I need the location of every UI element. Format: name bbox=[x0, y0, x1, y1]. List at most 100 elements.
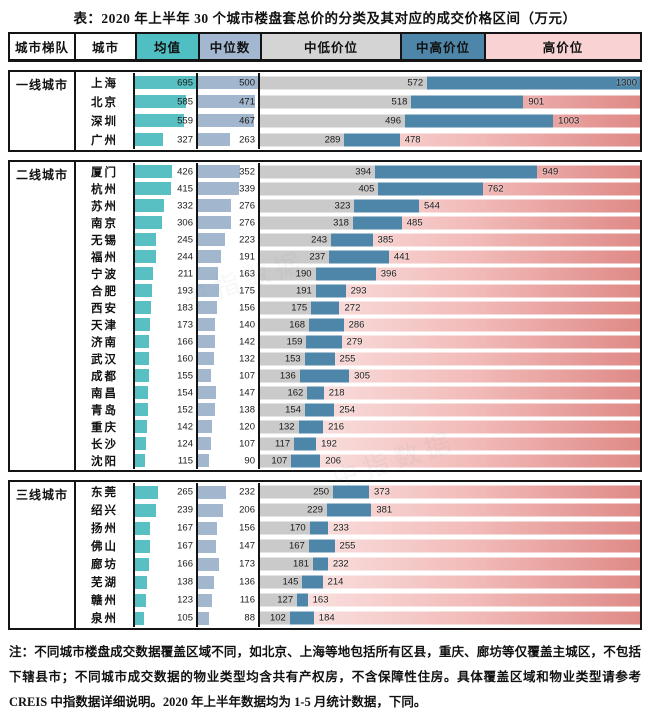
city-name: 南京 bbox=[76, 214, 135, 231]
tier-section: 三线城市 东莞 265 232 250 373 绍兴 239 206 229 381 扬州 167 156… bbox=[8, 480, 642, 630]
mean-cell: 415 bbox=[135, 180, 198, 197]
mid-low-boundary-value: 145 bbox=[282, 576, 299, 588]
table-row: 赣州 123 116 127 163 bbox=[76, 591, 640, 609]
median-cell: 107 bbox=[198, 367, 260, 384]
header-high: 高价位 bbox=[486, 34, 640, 59]
mean-value-bar bbox=[135, 165, 173, 178]
table-row: 南昌 154 147 162 218 bbox=[76, 384, 640, 401]
table-body: 一线城市 上海 695 500 572 1300 北京 585 471 518 901 深圳 559 46… bbox=[8, 70, 642, 630]
mean-cell: 166 bbox=[135, 333, 198, 350]
mid-high-boundary-value: 373 bbox=[374, 486, 390, 498]
mean-cell: 160 bbox=[135, 350, 198, 367]
mid-low-price-bar: 191 bbox=[260, 284, 316, 297]
median-cell: 136 bbox=[198, 573, 260, 591]
median-value-bar bbox=[198, 233, 225, 246]
price-range-cell: 190 396 bbox=[260, 265, 640, 282]
mean-value-bar bbox=[135, 437, 146, 450]
mid-high-price-bar bbox=[294, 437, 317, 450]
mid-high-price-bar bbox=[411, 95, 524, 108]
mid-low-price-bar: 394 bbox=[260, 165, 376, 178]
mid-high-price-bar bbox=[375, 165, 538, 178]
city-name: 苏州 bbox=[76, 197, 135, 214]
median-value-bar bbox=[198, 539, 216, 553]
mid-high-price-bar bbox=[298, 420, 324, 433]
median-value: 140 bbox=[239, 319, 255, 330]
mean-cell: 124 bbox=[135, 435, 198, 452]
high-price-band bbox=[260, 318, 640, 331]
mid-high-price-bar bbox=[331, 233, 373, 246]
mean-value-bar bbox=[135, 386, 149, 399]
mid-low-boundary-value: 102 bbox=[269, 612, 286, 624]
mid-high-price-bar bbox=[315, 267, 376, 280]
city-name: 天津 bbox=[76, 316, 135, 333]
table-row: 扬州 167 156 170 233 bbox=[76, 519, 640, 537]
table-row: 佛山 167 147 167 255 bbox=[76, 537, 640, 555]
high-price-band bbox=[260, 521, 640, 535]
median-value: 107 bbox=[239, 438, 255, 449]
mid-high-price-bar bbox=[291, 454, 321, 467]
price-range-cell: 237 441 bbox=[260, 248, 640, 265]
table-row: 沈阳 115 90 107 206 bbox=[76, 452, 640, 469]
mean-cell: 211 bbox=[135, 265, 198, 282]
mean-cell: 585 bbox=[135, 92, 198, 111]
footnote: 注：不同城市楼盘成交数据覆盖区域不同，如北京、上海等地包括所有区县，重庆、廊坊等… bbox=[9, 645, 641, 709]
mid-high-boundary-value: 216 bbox=[328, 421, 344, 432]
mid-low-boundary-value: 170 bbox=[289, 522, 306, 534]
median-value: 90 bbox=[244, 455, 255, 466]
median-value-bar bbox=[198, 250, 221, 263]
mid-high-price-bar bbox=[427, 76, 640, 89]
tier-label: 三线城市 bbox=[10, 482, 76, 628]
mid-high-boundary-value: 949 bbox=[542, 166, 559, 177]
median-cell: 232 bbox=[198, 483, 260, 501]
price-range-cell: 518 901 bbox=[260, 92, 640, 111]
mean-value-bar bbox=[135, 503, 156, 517]
tier-label: 一线城市 bbox=[10, 72, 76, 150]
median-value: 136 bbox=[239, 576, 255, 588]
mid-high-boundary-value: 762 bbox=[487, 183, 504, 194]
mean-value-bar bbox=[135, 539, 150, 553]
median-value: 173 bbox=[239, 558, 255, 570]
mid-low-price-bar: 168 bbox=[260, 318, 310, 331]
mid-high-boundary-value: 163 bbox=[312, 594, 329, 606]
table-row: 无锡 245 223 243 385 bbox=[76, 231, 640, 248]
mid-high-boundary-value: 441 bbox=[393, 251, 410, 262]
mid-high-boundary-value: 286 bbox=[348, 319, 365, 330]
median-value: 142 bbox=[239, 336, 255, 347]
mid-low-boundary-value: 127 bbox=[277, 594, 294, 606]
city-name: 东莞 bbox=[76, 483, 135, 501]
mid-low-boundary-value: 107 bbox=[271, 455, 288, 466]
mid-low-boundary-value: 153 bbox=[284, 353, 301, 364]
mid-high-price-bar bbox=[312, 557, 328, 571]
median-value-bar bbox=[198, 301, 217, 314]
mid-low-boundary-value: 167 bbox=[288, 540, 305, 552]
mean-value: 155 bbox=[177, 370, 193, 381]
mid-low-price-bar: 518 bbox=[260, 95, 412, 108]
median-value: 276 bbox=[239, 217, 255, 228]
mid-high-boundary-value: 232 bbox=[332, 558, 349, 570]
city-name: 沈阳 bbox=[76, 452, 135, 469]
median-value-bar bbox=[198, 267, 218, 280]
median-value-bar bbox=[198, 318, 215, 331]
mean-cell: 245 bbox=[135, 231, 198, 248]
table-row: 北京 585 471 518 901 bbox=[76, 92, 640, 111]
high-price-band bbox=[260, 335, 640, 348]
mean-cell: 166 bbox=[135, 555, 198, 573]
mid-low-price-bar: 181 bbox=[260, 557, 313, 571]
median-value: 339 bbox=[239, 183, 255, 194]
mid-high-boundary-value: 218 bbox=[328, 387, 345, 398]
mean-value-bar bbox=[135, 318, 151, 331]
price-range-cell: 175 272 bbox=[260, 299, 640, 316]
price-range-cell: 154 254 bbox=[260, 401, 640, 418]
mean-value: 167 bbox=[177, 522, 193, 534]
mean-value-bar bbox=[135, 369, 149, 382]
mid-low-boundary-value: 496 bbox=[385, 115, 401, 126]
table-row: 杭州 415 339 405 762 bbox=[76, 180, 640, 197]
mean-value: 244 bbox=[177, 251, 193, 262]
table-row: 宁波 211 163 190 396 bbox=[76, 265, 640, 282]
mean-value-bar bbox=[135, 182, 172, 195]
median-cell: 120 bbox=[198, 418, 260, 435]
mid-high-boundary-value: 396 bbox=[380, 268, 397, 279]
mid-low-price-bar: 243 bbox=[260, 233, 332, 246]
mean-value-bar bbox=[135, 284, 152, 297]
price-range-cell: 318 485 bbox=[260, 214, 640, 231]
